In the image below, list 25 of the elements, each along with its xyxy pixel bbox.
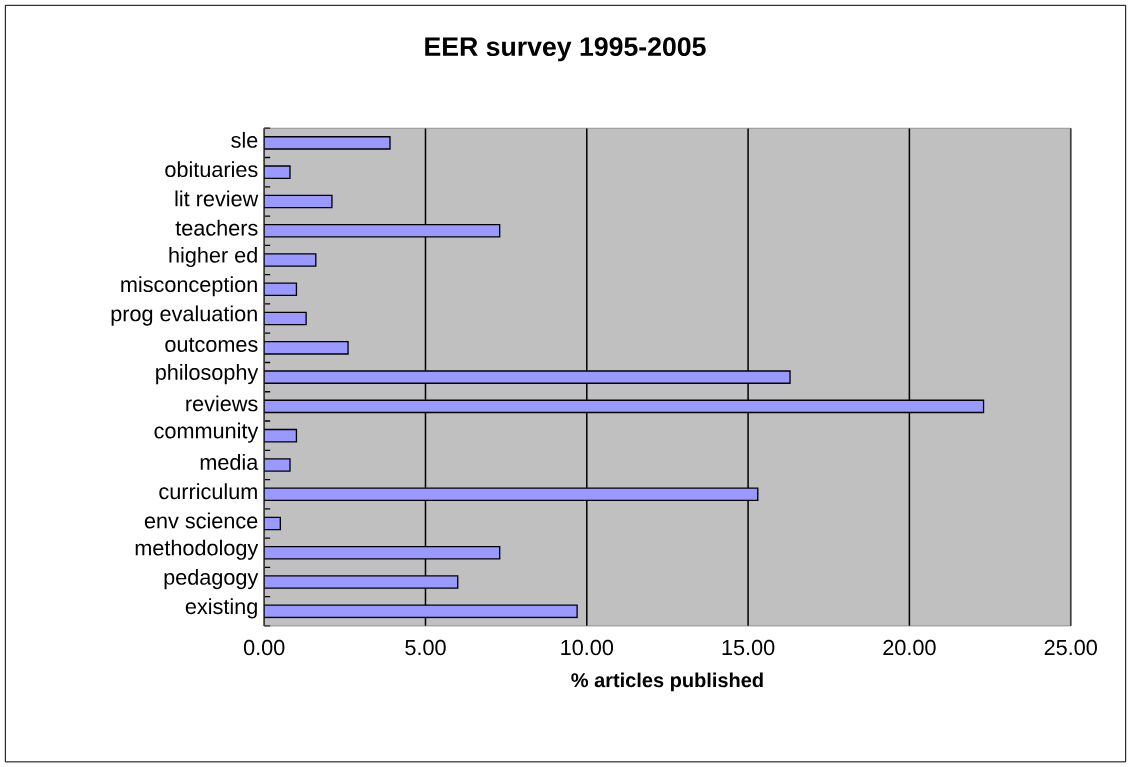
x-tick-label: 15.00 [722, 639, 775, 656]
y-tick-label: obituaries [165, 161, 258, 178]
y-tick-label: teachers [175, 219, 258, 236]
x-tick-label: 20.00 [883, 639, 936, 656]
y-tick-label: community [154, 422, 259, 443]
y-tick-label: prog evaluation [111, 305, 257, 326]
y-tick-label: lit review [175, 190, 259, 207]
y-tick-label: higher ed [169, 246, 257, 267]
y-tick-label: curriculum [159, 483, 257, 500]
y-tick-label: media [200, 453, 259, 470]
x-tick-label: 25.00 [1044, 639, 1097, 656]
y-tick-label: sle [231, 131, 258, 148]
y-tick-label: env science [144, 512, 258, 529]
y-tick-label: reviews [186, 395, 258, 412]
y-tick-label: existing [185, 598, 257, 619]
x-tick-label: 0.00 [243, 639, 285, 656]
y-tick-label: outcomes [165, 337, 258, 352]
y-tick-label: philosophy [156, 363, 259, 385]
x-tick-label: 5.00 [405, 639, 446, 656]
y-tick-label: misconception [121, 276, 257, 297]
chart-title: EER survey 1995-2005 [425, 37, 706, 62]
x-tick-label: 10.00 [561, 639, 614, 656]
x-axis-title: % articles published [571, 672, 763, 692]
y-tick-label: pedagogy [164, 568, 259, 590]
y-tick-label: methodology [135, 539, 259, 560]
